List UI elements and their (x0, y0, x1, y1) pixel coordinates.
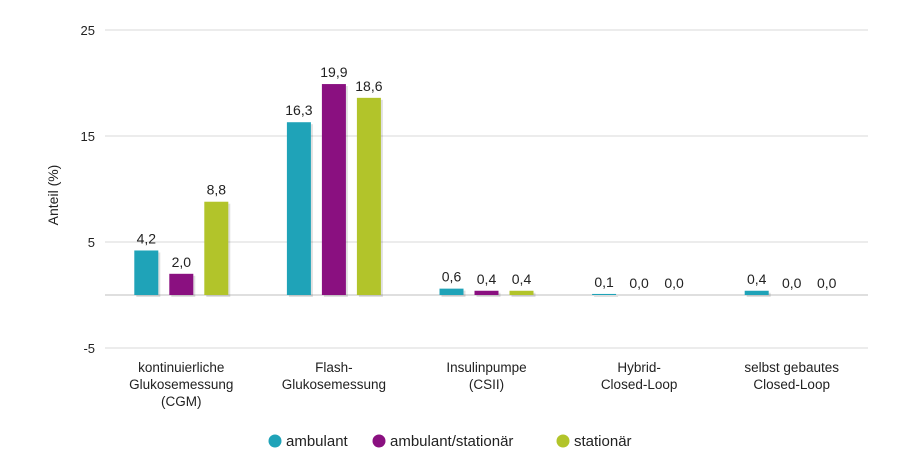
bar-ambulant (592, 293, 617, 295)
x-category-line: Insulinpumpe (446, 360, 526, 375)
bar-station-r (204, 201, 229, 295)
legend-label: ambulant/stationär (390, 433, 513, 450)
bar-shadow (594, 295, 619, 297)
y-axis-ticks: 25 15 5 -5 (81, 23, 95, 356)
x-category-line: Closed-Loop (753, 377, 830, 392)
x-category-line: (CSII) (469, 377, 504, 392)
data-label: 0,0 (782, 275, 802, 291)
x-category-label: Hybrid- Closed-Loop (601, 360, 678, 392)
data-label: 8,8 (207, 182, 227, 198)
bar-ambulant (134, 250, 159, 295)
data-label: 0,4 (477, 271, 497, 287)
data-label: 0,4 (512, 271, 532, 287)
x-category-line: kontinuierliche (138, 360, 224, 375)
x-category-line: Hybrid- (617, 360, 661, 375)
x-category-label: selbst gebautes Closed-Loop (744, 360, 839, 392)
x-category-line: Closed-Loop (601, 377, 678, 392)
x-category-line: selbst gebautes (744, 360, 839, 375)
bar-ambulant (286, 122, 311, 295)
y-tick-label: 15 (81, 129, 95, 144)
bar-ambulant-station-r (474, 290, 499, 295)
x-axis-categories: kontinuierliche Glukosemessung (CGM) Flash-… (129, 360, 839, 409)
legend-swatch (268, 434, 282, 448)
x-category-line: Glukosemessung (282, 377, 386, 392)
data-label: 0,6 (442, 269, 462, 285)
bar-ambulant (439, 288, 464, 295)
x-category-label: kontinuierliche Glukosemessung (CGM) (129, 360, 233, 409)
data-label: 0,0 (629, 275, 649, 291)
x-category-line: Flash- (315, 360, 353, 375)
bar-station-r (356, 97, 381, 295)
x-category-label: Insulinpumpe (CSII) (446, 360, 526, 392)
bar-station-r (509, 290, 534, 295)
data-label: 16,3 (285, 102, 312, 118)
data-label: 4,2 (137, 230, 157, 246)
data-label: 2,0 (172, 254, 192, 270)
legend: ambulant ambulant/stationär stationär (268, 433, 632, 450)
data-label: 0,4 (747, 271, 767, 287)
bar-ambulant (744, 290, 769, 295)
data-label: 19,9 (320, 64, 347, 80)
legend-item: ambulant/stationär (372, 433, 513, 450)
y-tick-label: 5 (88, 235, 95, 250)
bars (134, 84, 771, 297)
x-category-line: Glukosemessung (129, 377, 233, 392)
y-tick-label: 25 (81, 23, 95, 38)
data-label: 0,0 (817, 275, 837, 291)
legend-item: ambulant (268, 433, 349, 450)
legend-item: stationär (556, 433, 632, 450)
data-label: 0,0 (664, 275, 684, 291)
data-labels: 4,2 2,0 8,8 16,3 19,9 18,6 0,6 0,4 0,4 0,1 0,0 0,0 0… (137, 64, 837, 291)
legend-swatch (556, 434, 570, 448)
x-category-label: Flash- Glukosemessung (282, 360, 386, 392)
legend-label: ambulant (286, 433, 349, 450)
data-label: 18,6 (355, 78, 382, 94)
bar-ambulant-station-r (321, 84, 346, 295)
y-tick-label: -5 (83, 341, 95, 356)
y-axis-label: Anteil (%) (45, 165, 61, 226)
bar-ambulant-station-r (169, 273, 194, 295)
x-category-line: (CGM) (161, 394, 202, 409)
data-label: 0,1 (594, 274, 614, 290)
legend-swatch (372, 434, 386, 448)
legend-label: stationär (574, 433, 632, 450)
